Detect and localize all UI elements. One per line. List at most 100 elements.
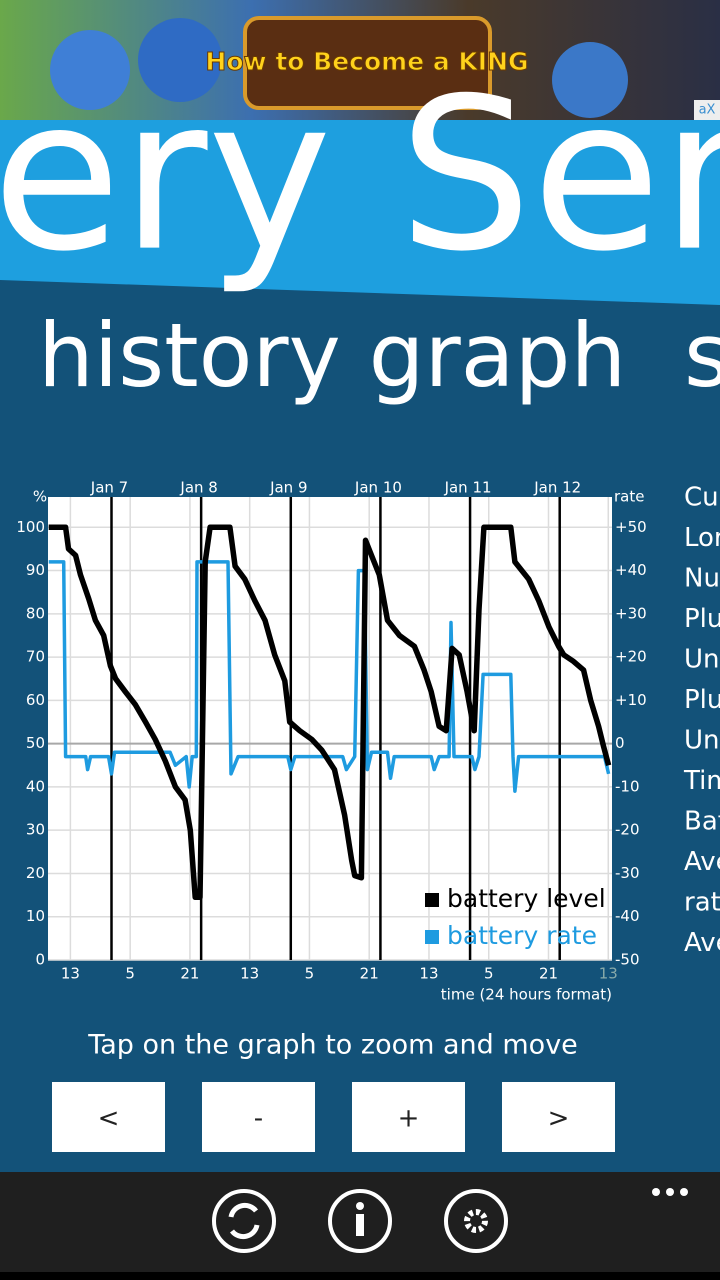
hint: Tap on the graph to zoom and move [87, 1030, 578, 1061]
ad-figure [138, 18, 222, 102]
x-axis-label: time (24 hours format) [441, 986, 612, 1004]
x-tick-label: 21 [360, 965, 379, 983]
y-tick-label: 0 [35, 951, 45, 969]
more-button[interactable] [652, 1188, 688, 1196]
y-axis-label: % [33, 488, 47, 506]
stat-label: Un [684, 645, 720, 675]
stat-label: Plu [684, 685, 720, 715]
refresh-icon [228, 1202, 260, 1240]
app-bar-edge [0, 1272, 720, 1280]
y-tick-label: 80 [26, 604, 45, 622]
day-label: Jan 9 [269, 479, 307, 497]
dot [652, 1188, 660, 1196]
legend-label: battery rate [447, 921, 597, 950]
app-title: ery Sen [0, 53, 720, 298]
y-tick-label: 60 [26, 691, 45, 709]
refresh-button[interactable] [212, 1189, 276, 1253]
stat-label: Bat [684, 807, 720, 837]
icon-ring [444, 1189, 508, 1253]
stat-label: Nu [684, 564, 720, 594]
info-button[interactable] [328, 1189, 392, 1253]
y2-tick-label: -20 [615, 821, 640, 839]
pivot-next: s [684, 304, 720, 407]
icon-ring [328, 1189, 392, 1253]
stat-label: Ave [684, 847, 720, 877]
series-line [48, 524, 612, 901]
button-label: - [254, 1104, 263, 1134]
y-tick-label: 70 [26, 648, 45, 666]
ad-badge-bg [694, 100, 720, 120]
day-label: Jan 12 [533, 479, 581, 497]
y-tick-label: 10 [26, 907, 45, 925]
ad-text: How to Become a KING [205, 47, 528, 76]
stat-label: Lor [684, 523, 720, 553]
x-tick-label: 21 [180, 965, 199, 983]
y-tick-label: 50 [26, 734, 45, 752]
stat-label: Un [684, 726, 720, 756]
x-tick-label: 21 [539, 965, 558, 983]
series-line [48, 560, 611, 793]
history-chart[interactable]: % rate time (24 hours format) 0 10 20 30 40 5… [16, 479, 646, 1004]
x-tick-label: 13 [240, 965, 259, 983]
x-tick-label: 5 [305, 965, 315, 983]
ad-badge: aX [699, 103, 716, 118]
legend-swatch [425, 893, 439, 907]
day-label: Jan 10 [354, 479, 402, 497]
button-face [352, 1082, 465, 1152]
plot-area [48, 497, 612, 960]
ad-banner[interactable]: How to Become a KING aX [0, 0, 720, 120]
gear-icon [464, 1209, 488, 1233]
button-label: + [398, 1104, 420, 1134]
x-tick-label: 13 [599, 965, 618, 983]
button-label: > [548, 1104, 570, 1134]
nav-button[interactable]: > [502, 1082, 615, 1152]
dot [666, 1188, 674, 1196]
button-face [202, 1082, 315, 1152]
title-band [0, 120, 720, 305]
icon-ring [212, 1189, 276, 1253]
nav-button[interactable]: < [52, 1082, 165, 1152]
pivot-title: history graph [38, 304, 626, 407]
y2-tick-label: 0 [615, 734, 625, 752]
stat-label: rate [684, 888, 720, 918]
day-label: Jan 11 [444, 479, 492, 497]
nav-button[interactable]: - [202, 1082, 315, 1152]
dot [680, 1188, 688, 1196]
y2-tick-label: -30 [615, 864, 640, 882]
ad-figure [50, 30, 130, 110]
button-label: < [98, 1104, 120, 1134]
ad-logo [243, 16, 492, 110]
info-bar [356, 1214, 364, 1236]
y2-tick-label: -40 [615, 907, 640, 925]
info-dot [356, 1202, 364, 1210]
stat-label: Tim [683, 766, 720, 796]
settings-button[interactable] [444, 1189, 508, 1253]
stat-label: Cu [684, 483, 719, 513]
nav-button[interactable]: + [352, 1082, 465, 1152]
button-row: < - + > [52, 1082, 615, 1152]
y2-tick-label: +10 [615, 691, 647, 709]
y2-tick-label: +30 [615, 604, 647, 622]
y-tick-label: 40 [26, 777, 45, 795]
legend-label: battery level [447, 884, 606, 913]
stats-column: Cu Lor Nu Plu Un Plu Un Tim Bat Ave rate Ave [683, 483, 720, 959]
y-tick-label: 90 [26, 561, 45, 579]
y2-tick-label: +50 [615, 518, 647, 536]
day-label: Jan 8 [179, 479, 217, 497]
stat-label: Ave [684, 928, 720, 958]
button-face [502, 1082, 615, 1152]
stat-label: Plu [684, 604, 720, 634]
y2-tick-label: +20 [615, 648, 647, 666]
y2-tick-label: -50 [615, 951, 640, 969]
y2-axis-label: rate [614, 488, 644, 506]
y2-tick-label: -10 [615, 777, 640, 795]
y2-tick-label: +40 [615, 561, 647, 579]
x-tick-label: 13 [419, 965, 438, 983]
y-tick-label: 20 [26, 864, 45, 882]
ad-figure [552, 42, 628, 118]
legend-swatch [425, 930, 439, 944]
x-tick-label: 13 [61, 965, 80, 983]
y-tick-label: 30 [26, 821, 45, 839]
x-tick-label: 5 [125, 965, 135, 983]
